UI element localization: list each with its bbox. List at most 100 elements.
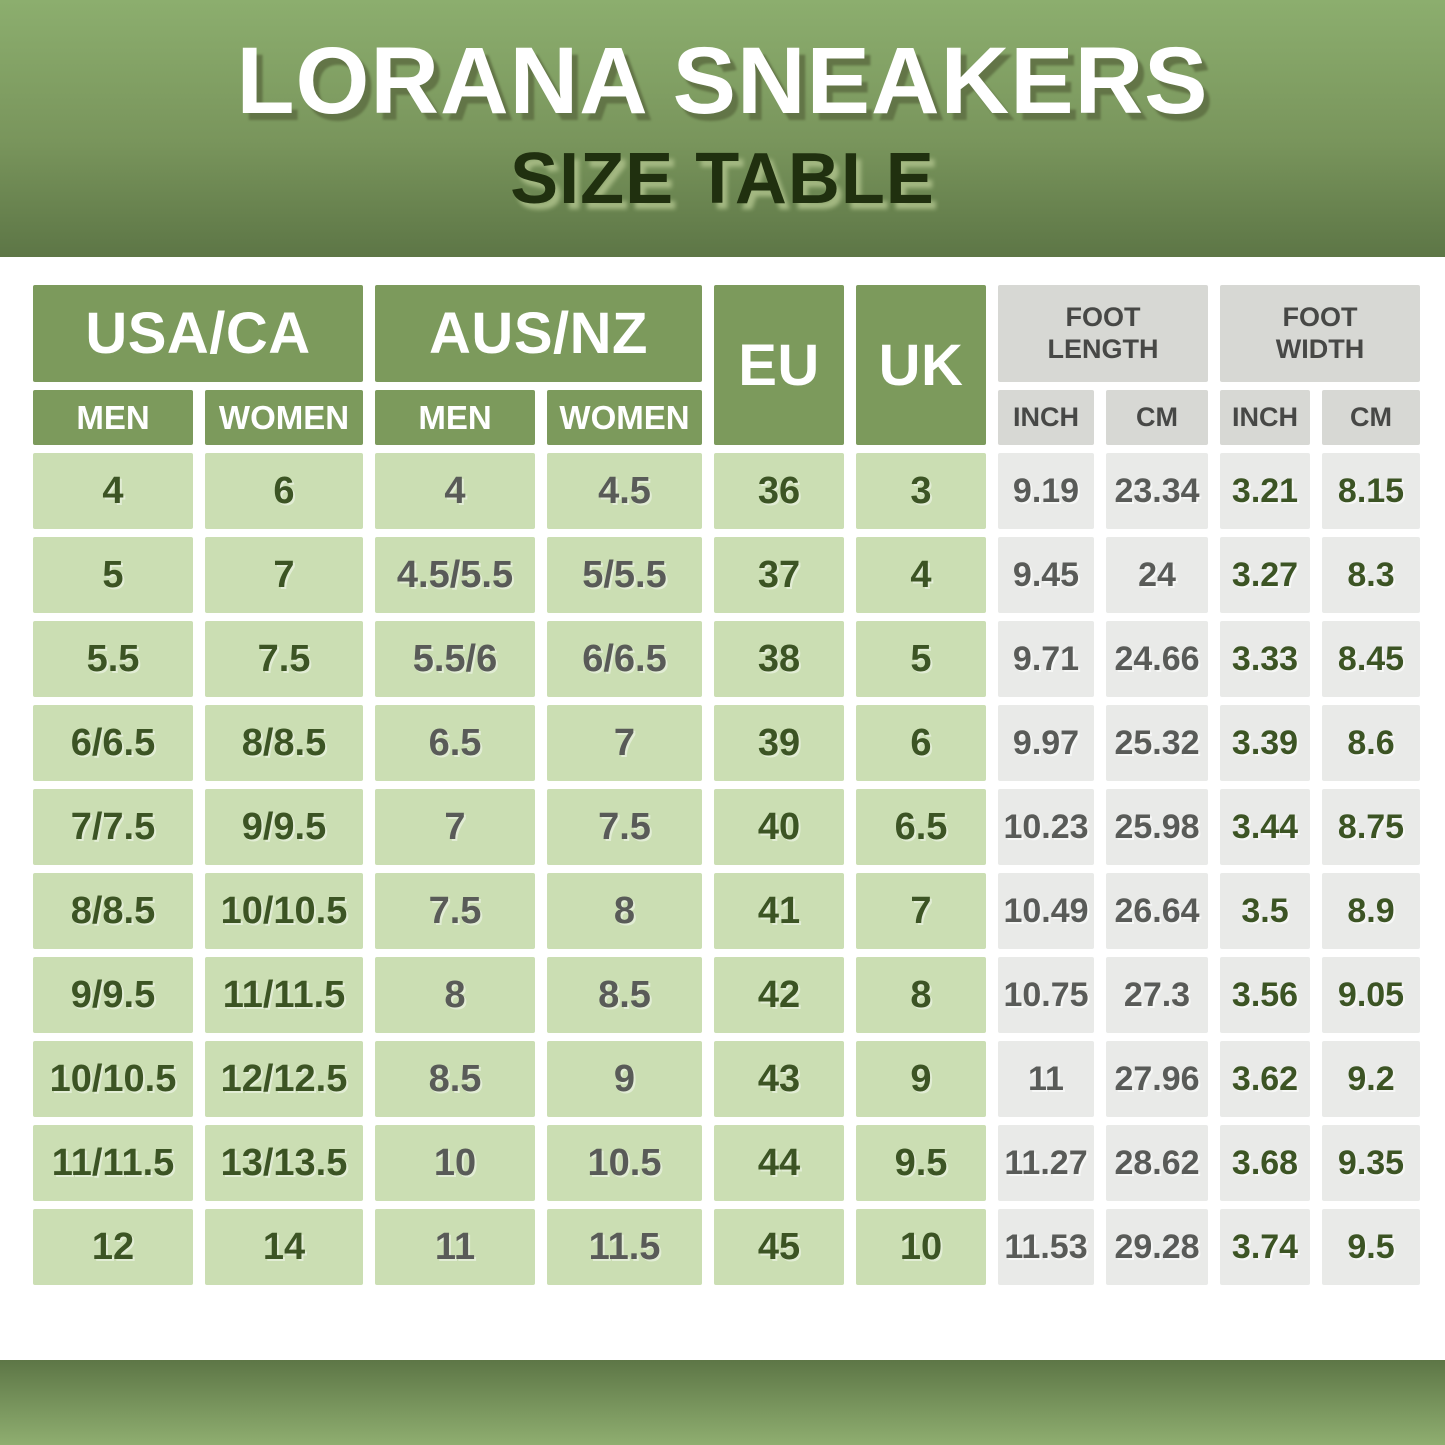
cell-usa_women-row10: 14 bbox=[205, 1209, 363, 1285]
cell-usa_women-row7: 11/11.5 bbox=[205, 957, 363, 1033]
cell-wid_cm-row5: 8.75 bbox=[1322, 789, 1420, 865]
cell-usa_men-row9: 11/11.5 bbox=[33, 1125, 193, 1201]
cell-uk-row3: 5 bbox=[856, 621, 986, 697]
cell-aus_women-row8: 9 bbox=[547, 1041, 702, 1117]
cell-wid_inch-row5: 3.44 bbox=[1220, 789, 1310, 865]
cell-eu-row4: 39 bbox=[714, 705, 844, 781]
cell-len_cm-row5: 25.98 bbox=[1106, 789, 1208, 865]
cell-usa_men-row2: 5 bbox=[33, 537, 193, 613]
cell-wid_inch-row6: 3.5 bbox=[1220, 873, 1310, 949]
cell-wid_cm-row4: 8.6 bbox=[1322, 705, 1420, 781]
cell-aus_women-row6: 8 bbox=[547, 873, 702, 949]
cell-usa_men-row8: 10/10.5 bbox=[33, 1041, 193, 1117]
cell-aus_men-row3: 5.5/6 bbox=[375, 621, 535, 697]
cell-uk-row9: 9.5 bbox=[856, 1125, 986, 1201]
cell-usa_women-row3: 7.5 bbox=[205, 621, 363, 697]
subheader-width-inch: INCH bbox=[1220, 390, 1310, 445]
cell-aus_men-row1: 4 bbox=[375, 453, 535, 529]
cell-len_inch-row1: 9.19 bbox=[998, 453, 1094, 529]
cell-uk-row1: 3 bbox=[856, 453, 986, 529]
cell-eu-row7: 42 bbox=[714, 957, 844, 1033]
cell-len_cm-row4: 25.32 bbox=[1106, 705, 1208, 781]
subheader-length-cm: CM bbox=[1106, 390, 1208, 445]
col-header-uk: UK bbox=[856, 285, 986, 445]
cell-len_inch-row8: 11 bbox=[998, 1041, 1094, 1117]
cell-len_inch-row6: 10.49 bbox=[998, 873, 1094, 949]
col-group-usa-ca: USA/CA bbox=[33, 285, 363, 382]
cell-len_cm-row9: 28.62 bbox=[1106, 1125, 1208, 1201]
cell-eu-row10: 45 bbox=[714, 1209, 844, 1285]
cell-aus_women-row5: 7.5 bbox=[547, 789, 702, 865]
page-subtitle: SIZE TABLE bbox=[510, 139, 935, 219]
cell-len_inch-row2: 9.45 bbox=[998, 537, 1094, 613]
subheader-usa-men: MEN bbox=[33, 390, 193, 445]
subheader-width-cm: CM bbox=[1322, 390, 1420, 445]
cell-wid_inch-row2: 3.27 bbox=[1220, 537, 1310, 613]
cell-aus_men-row8: 8.5 bbox=[375, 1041, 535, 1117]
cell-wid_cm-row6: 8.9 bbox=[1322, 873, 1420, 949]
cell-uk-row10: 10 bbox=[856, 1209, 986, 1285]
cell-wid_inch-row10: 3.74 bbox=[1220, 1209, 1310, 1285]
cell-uk-row2: 4 bbox=[856, 537, 986, 613]
cell-len_cm-row10: 29.28 bbox=[1106, 1209, 1208, 1285]
cell-eu-row3: 38 bbox=[714, 621, 844, 697]
cell-usa_women-row4: 8/8.5 bbox=[205, 705, 363, 781]
col-group-aus-nz: AUS/NZ bbox=[375, 285, 702, 382]
cell-usa_women-row9: 13/13.5 bbox=[205, 1125, 363, 1201]
cell-wid_cm-row3: 8.45 bbox=[1322, 621, 1420, 697]
cell-aus_men-row5: 7 bbox=[375, 789, 535, 865]
cell-aus_men-row10: 11 bbox=[375, 1209, 535, 1285]
cell-usa_men-row5: 7/7.5 bbox=[33, 789, 193, 865]
cell-aus_men-row6: 7.5 bbox=[375, 873, 535, 949]
cell-wid_inch-row4: 3.39 bbox=[1220, 705, 1310, 781]
subheader-usa-women: WOMEN bbox=[205, 390, 363, 445]
foot-width-label: FOOT WIDTH bbox=[1275, 302, 1365, 364]
table-area: USA/CA AUS/NZ EU UK FOOT LENGTH FOOT WID… bbox=[0, 257, 1445, 1360]
cell-aus_women-row7: 8.5 bbox=[547, 957, 702, 1033]
page-title: LORANA SNEAKERS bbox=[236, 28, 1209, 134]
cell-usa_women-row1: 6 bbox=[205, 453, 363, 529]
cell-len_inch-row3: 9.71 bbox=[998, 621, 1094, 697]
cell-wid_inch-row7: 3.56 bbox=[1220, 957, 1310, 1033]
cell-aus_men-row7: 8 bbox=[375, 957, 535, 1033]
cell-aus_women-row9: 10.5 bbox=[547, 1125, 702, 1201]
subheader-aus-women: WOMEN bbox=[547, 390, 702, 445]
cell-usa_men-row6: 8/8.5 bbox=[33, 873, 193, 949]
cell-uk-row7: 8 bbox=[856, 957, 986, 1033]
cell-wid_inch-row9: 3.68 bbox=[1220, 1125, 1310, 1201]
cell-len_cm-row8: 27.96 bbox=[1106, 1041, 1208, 1117]
cell-eu-row8: 43 bbox=[714, 1041, 844, 1117]
cell-eu-row5: 40 bbox=[714, 789, 844, 865]
cell-len_cm-row2: 24 bbox=[1106, 537, 1208, 613]
cell-eu-row2: 37 bbox=[714, 537, 844, 613]
col-group-foot-width: FOOT WIDTH bbox=[1220, 285, 1420, 382]
cell-uk-row4: 6 bbox=[856, 705, 986, 781]
cell-uk-row5: 6.5 bbox=[856, 789, 986, 865]
col-header-eu: EU bbox=[714, 285, 844, 445]
footer-banner bbox=[0, 1360, 1445, 1445]
col-group-foot-length: FOOT LENGTH bbox=[998, 285, 1208, 382]
cell-len_inch-row9: 11.27 bbox=[998, 1125, 1094, 1201]
cell-uk-row6: 7 bbox=[856, 873, 986, 949]
cell-usa_women-row2: 7 bbox=[205, 537, 363, 613]
cell-aus_women-row4: 7 bbox=[547, 705, 702, 781]
cell-uk-row8: 9 bbox=[856, 1041, 986, 1117]
cell-len_inch-row7: 10.75 bbox=[998, 957, 1094, 1033]
cell-wid_cm-row1: 8.15 bbox=[1322, 453, 1420, 529]
cell-usa_men-row3: 5.5 bbox=[33, 621, 193, 697]
cell-len_inch-row5: 10.23 bbox=[998, 789, 1094, 865]
header-banner: LORANA SNEAKERS SIZE TABLE bbox=[0, 0, 1445, 257]
cell-wid_cm-row9: 9.35 bbox=[1322, 1125, 1420, 1201]
cell-len_cm-row7: 27.3 bbox=[1106, 957, 1208, 1033]
subheader-length-inch: INCH bbox=[998, 390, 1094, 445]
cell-usa_women-row6: 10/10.5 bbox=[205, 873, 363, 949]
cell-wid_cm-row8: 9.2 bbox=[1322, 1041, 1420, 1117]
cell-wid_inch-row8: 3.62 bbox=[1220, 1041, 1310, 1117]
cell-len_inch-row10: 11.53 bbox=[998, 1209, 1094, 1285]
cell-wid_cm-row10: 9.5 bbox=[1322, 1209, 1420, 1285]
cell-aus_men-row4: 6.5 bbox=[375, 705, 535, 781]
cell-eu-row9: 44 bbox=[714, 1125, 844, 1201]
cell-usa_men-row4: 6/6.5 bbox=[33, 705, 193, 781]
cell-aus_women-row3: 6/6.5 bbox=[547, 621, 702, 697]
